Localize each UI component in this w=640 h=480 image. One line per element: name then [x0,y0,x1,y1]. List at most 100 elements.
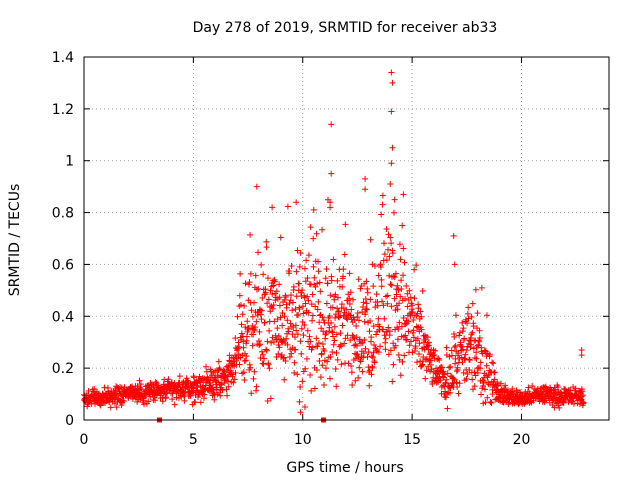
data-point [460,369,467,376]
data-point [246,279,253,286]
data-point [299,319,306,326]
data-point [387,234,394,241]
data-point [305,252,312,259]
data-point [398,323,405,330]
y-axis-label: SRMTID / TECUs [7,184,23,297]
data-point [490,360,497,367]
data-point [324,358,331,365]
data-point [232,369,239,376]
data-point [242,280,249,287]
data-point [401,352,408,359]
data-point [362,345,369,352]
data-point [578,393,585,400]
data-point [269,204,276,211]
data-point [329,304,336,311]
data-point [285,328,292,335]
data-point [363,300,370,307]
data-point [422,375,429,382]
data-point [330,333,337,340]
data-point [369,363,376,370]
data-point [320,317,327,324]
data-point [352,341,359,348]
data-point [539,392,546,399]
data-point [406,287,413,294]
data-point [383,257,390,264]
data-point [301,404,308,411]
data-point [355,374,362,381]
data-point [328,170,335,177]
data-point [391,196,398,203]
data-point [141,401,148,408]
data-point [293,268,300,275]
data-point [269,291,276,298]
data-point [357,358,364,365]
data-point [420,354,427,361]
data-point [249,322,256,329]
data-point [237,270,244,277]
data-point [468,313,475,320]
data-point [277,314,284,321]
data-point [420,332,427,339]
data-point [359,303,366,310]
data-point [342,221,349,228]
data-point [235,343,242,350]
data-point [386,253,393,260]
data-point [107,404,114,411]
data-point [418,326,425,333]
y-tick-label: 0.2 [52,361,74,377]
data-point [234,313,241,320]
data-point [437,377,444,384]
data-point [119,397,126,404]
data-point [382,339,389,346]
data-point [363,278,370,285]
data-point [443,376,450,383]
data-point [215,358,222,365]
data-point [525,384,532,391]
data-point [85,387,92,394]
y-tick-label: 0 [65,413,74,429]
data-point [162,394,169,401]
data-point [456,380,463,387]
data-point [361,318,368,325]
data-point [387,347,394,354]
data-point [469,300,476,307]
data-point [460,325,467,332]
data-point [192,399,199,406]
data-point [249,313,256,320]
data-point [392,342,399,349]
data-point [446,364,453,371]
data-point [237,302,244,309]
data-point [455,390,462,397]
data-point [138,386,145,393]
gridlines [84,57,609,420]
data-point [388,303,395,310]
data-point [338,301,345,308]
data-point [384,246,391,253]
data-point [289,331,296,338]
data-point [470,386,477,393]
data-point [429,381,436,388]
data-point [190,373,197,380]
data-point [337,330,344,337]
data-point [279,322,286,329]
data-point [236,361,243,368]
data-point [210,390,217,397]
data-point [302,365,309,372]
data-point [406,342,413,349]
chart-title: Day 278 of 2019, SRMTID for receiver ab3… [193,20,498,36]
data-point [266,365,273,372]
data-point [395,351,402,358]
x-tick-label: 15 [403,432,421,448]
data-point [247,270,254,277]
data-point [263,238,270,245]
data-point [297,338,304,345]
data-point [292,322,299,329]
data-point [330,256,337,263]
data-point [238,330,245,337]
data-point [267,395,274,402]
data-point [281,376,288,383]
data-point [425,339,432,346]
data-point [329,329,336,336]
